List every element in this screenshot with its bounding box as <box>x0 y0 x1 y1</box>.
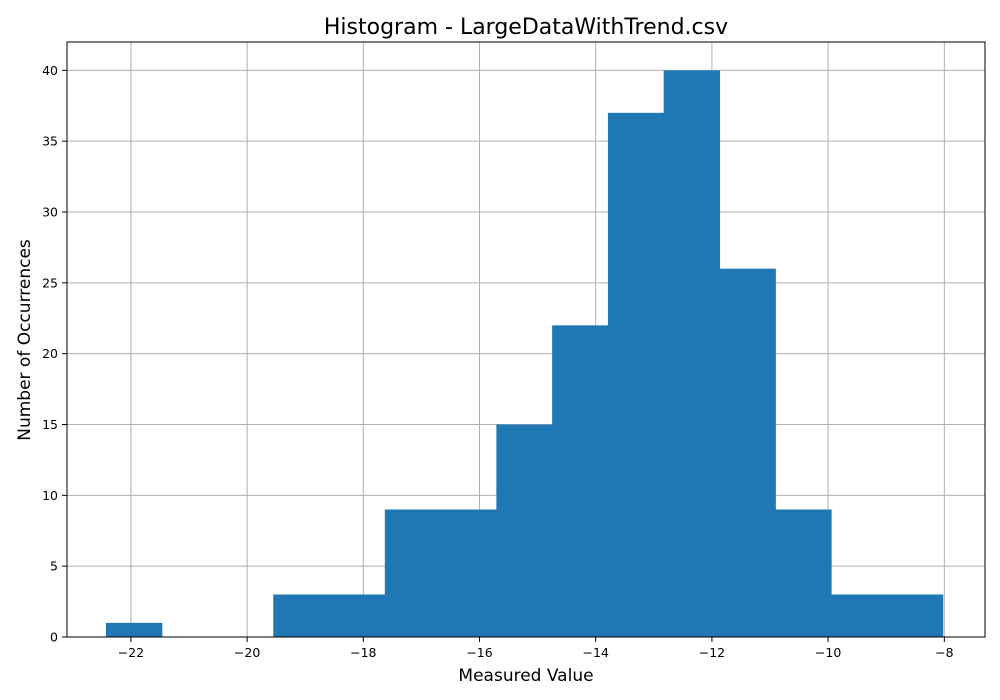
bars <box>105 70 944 638</box>
x-tick-label: −22 <box>118 645 144 660</box>
x-tick-label: −8 <box>935 645 953 660</box>
y-tick-label: 10 <box>42 488 58 503</box>
histogram-bar <box>775 509 832 637</box>
histogram-bar <box>886 594 944 637</box>
histogram-bar <box>329 594 386 637</box>
histogram-bar <box>719 268 776 637</box>
histogram-bar <box>273 594 330 637</box>
y-tick-label: 35 <box>42 134 58 149</box>
histogram-bar <box>105 622 163 637</box>
histogram-bar <box>831 594 888 637</box>
y-axis-label: Number of Occurrences <box>15 239 35 441</box>
y-tick-label: 25 <box>42 275 58 290</box>
y-tick-label: 5 <box>50 559 58 574</box>
x-tick-label: −16 <box>466 645 492 660</box>
histogram-bar <box>607 112 665 638</box>
x-tick-label: −10 <box>815 645 841 660</box>
x-axis-label: Measured Value <box>458 666 593 686</box>
x-tick-label: −18 <box>350 645 376 660</box>
y-tick-label: 30 <box>42 205 58 220</box>
y-axis-ticks: 0 5 10 15 20 25 30 35 40 <box>42 63 67 645</box>
histogram-bar <box>440 509 497 637</box>
histogram-bar <box>552 325 609 637</box>
x-tick-label: −20 <box>234 645 260 660</box>
y-tick-label: 40 <box>42 63 58 78</box>
y-tick-label: 20 <box>42 346 58 361</box>
x-axis-ticks: −22 −20 −18 −16 −14 −12 −10 −8 <box>118 637 954 660</box>
histogram-bar <box>496 424 553 637</box>
x-tick-label: −14 <box>583 645 609 660</box>
chart-title: Histogram - LargeDataWithTrend.csv <box>324 15 728 40</box>
histogram-bar <box>663 70 721 638</box>
x-tick-label: −12 <box>699 645 725 660</box>
y-tick-label: 15 <box>42 417 58 432</box>
y-tick-label: 0 <box>50 630 58 645</box>
histogram-bar <box>384 509 442 637</box>
plot-frame <box>66 41 986 638</box>
